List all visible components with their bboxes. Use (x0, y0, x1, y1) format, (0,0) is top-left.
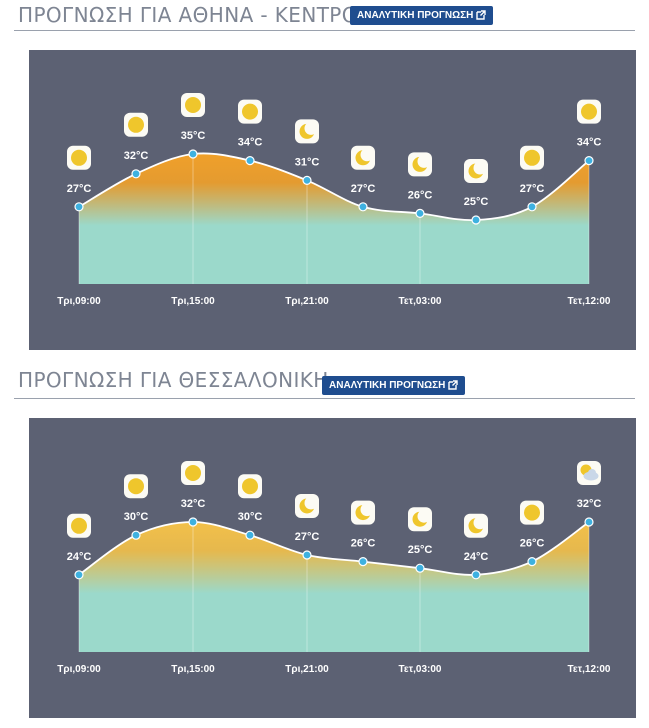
header-divider (14, 30, 635, 31)
x-tick-label: Τρι,09:00 (57, 664, 101, 675)
forecast-chart-panel: 24°C 30°C 32°C 30°C 27°C 26°C 25°C 24°C 26°C 32°C… (29, 418, 636, 718)
sun-icon (238, 474, 262, 499)
x-tick-label: Τρι,15:00 (171, 664, 215, 675)
moon-icon (351, 145, 375, 170)
temperature-label: 34°C (577, 137, 602, 149)
sun-icon (238, 99, 262, 124)
sun-icon (520, 145, 544, 170)
data-point[interactable] (131, 530, 141, 540)
forecast-chart-panel: 27°C 32°C 35°C 34°C 31°C 27°C 26°C 25°C 27°C 34°C… (29, 50, 636, 350)
sun-icon (577, 99, 601, 124)
x-tick-label: Τετ,12:00 (568, 296, 611, 307)
x-tick-label: Τρι,09:00 (57, 296, 101, 307)
data-point[interactable] (584, 517, 594, 527)
x-tick-label: Τετ,12:00 (568, 664, 611, 675)
forecast-title: ΠΡΟΓΝΩΣΗ ΓΙΑ ΑΘΗΝΑ - ΚΕΝΤΡΟ (18, 3, 358, 27)
data-point[interactable] (188, 517, 198, 527)
temperature-label: 35°C (181, 130, 206, 142)
temperature-area (79, 153, 589, 284)
forecast-section-athens: ΠΡΟΓΝΩΣΗ ΓΙΑ ΑΘΗΝΑ - ΚΕΝΤΡΟ ΑΝΑΛΥΤΙΚΗ ΠΡ… (0, 0, 649, 360)
moon-icon (408, 152, 432, 177)
data-point[interactable] (471, 215, 481, 225)
data-point[interactable] (245, 155, 255, 166)
moon-icon (464, 513, 488, 538)
data-point[interactable] (302, 550, 312, 560)
temperature-label: 26°C (520, 538, 545, 550)
temperature-chart: 27°C 32°C 35°C 34°C 31°C 27°C 26°C 25°C 27°C 34°C… (57, 93, 611, 307)
data-point[interactable] (245, 530, 255, 540)
temperature-label: 25°C (408, 544, 433, 556)
data-point[interactable] (527, 557, 537, 567)
temperature-label: 31°C (295, 156, 320, 168)
data-point[interactable] (302, 175, 312, 185)
detailed-forecast-label: ΑΝΑΛΥΤΙΚΗ ΠΡΟΓΝΩΣΗ (329, 380, 446, 391)
temperature-label: 30°C (238, 511, 263, 523)
sun-icon (124, 474, 148, 499)
detailed-forecast-button[interactable]: ΑΝΑΛΥΤΙΚΗ ΠΡΟΓΝΩΣΗ (322, 376, 466, 397)
data-point[interactable] (527, 202, 537, 212)
moon-icon (408, 507, 432, 532)
data-point[interactable] (358, 557, 368, 567)
temperature-label: 34°C (238, 137, 263, 149)
temperature-label: 32°C (181, 498, 206, 510)
sun-icon (181, 461, 205, 485)
sun-icon (67, 513, 91, 538)
temperature-line (78, 521, 590, 576)
forecast-title: ΠΡΟΓΝΩΣΗ ΓΙΑ ΘΕΣΣΑΛΟΝΙΚΗ (18, 368, 329, 392)
sun-icon (520, 500, 544, 525)
temperature-label: 27°C (295, 531, 320, 543)
data-point[interactable] (584, 155, 594, 166)
sun-icon (67, 145, 91, 170)
temperature-label: 24°C (464, 551, 489, 563)
moon-icon (295, 119, 319, 144)
data-point[interactable] (188, 149, 198, 159)
temperature-label: 26°C (351, 538, 376, 550)
moon-icon (464, 159, 488, 183)
data-point[interactable] (74, 570, 84, 580)
forecast-header: ΠΡΟΓΝΩΣΗ ΓΙΑ ΑΘΗΝΑ - ΚΕΝΤΡΟ ΑΝΑΛΥΤΙΚΗ ΠΡ… (14, 0, 635, 31)
x-tick-label: Τρι,21:00 (285, 296, 329, 307)
data-point[interactable] (358, 202, 368, 212)
temperature-label: 26°C (408, 189, 433, 201)
partly-cloudy-icon (577, 461, 601, 485)
forecast-section-thessaloniki: ΠΡΟΓΝΩΣΗ ΓΙΑ ΘΕΣΣΑΛΟΝΙΚΗ ΑΝΑΛΥΤΙΚΗ ΠΡΟΓΝ… (0, 365, 649, 728)
data-point[interactable] (415, 208, 425, 218)
temperature-label: 27°C (67, 183, 92, 195)
temperature-label: 30°C (124, 511, 149, 523)
sun-icon (181, 93, 205, 117)
x-tick-label: Τρι,21:00 (285, 664, 329, 675)
moon-icon (351, 500, 375, 525)
temperature-label: 27°C (520, 183, 545, 195)
data-point[interactable] (131, 169, 141, 179)
data-point[interactable] (74, 202, 84, 212)
external-link-icon (448, 378, 459, 397)
temperature-area (79, 522, 589, 652)
data-point[interactable] (471, 570, 481, 580)
temperature-label: 27°C (351, 183, 376, 195)
header-divider (14, 398, 635, 399)
temperature-label: 25°C (464, 196, 489, 208)
temperature-label: 24°C (67, 551, 92, 563)
temperature-chart: 24°C 30°C 32°C 30°C 27°C 26°C 25°C 24°C 26°C 32°C… (57, 461, 611, 675)
external-link-icon (476, 8, 487, 27)
temperature-line (78, 152, 590, 222)
sun-icon (124, 112, 148, 137)
detailed-forecast-label: ΑΝΑΛΥΤΙΚΗ ΠΡΟΓΝΩΣΗ (357, 10, 474, 21)
data-point[interactable] (415, 563, 425, 573)
temperature-label: 32°C (577, 498, 602, 510)
x-tick-label: Τρι,15:00 (171, 296, 215, 307)
moon-icon (295, 494, 319, 518)
detailed-forecast-button[interactable]: ΑΝΑΛΥΤΙΚΗ ΠΡΟΓΝΩΣΗ (350, 6, 494, 27)
x-tick-label: Τετ,03:00 (399, 664, 442, 675)
x-tick-label: Τετ,03:00 (399, 296, 442, 307)
forecast-header: ΠΡΟΓΝΩΣΗ ΓΙΑ ΘΕΣΣΑΛΟΝΙΚΗ ΑΝΑΛΥΤΙΚΗ ΠΡΟΓΝ… (14, 365, 635, 399)
temperature-label: 32°C (124, 150, 149, 162)
